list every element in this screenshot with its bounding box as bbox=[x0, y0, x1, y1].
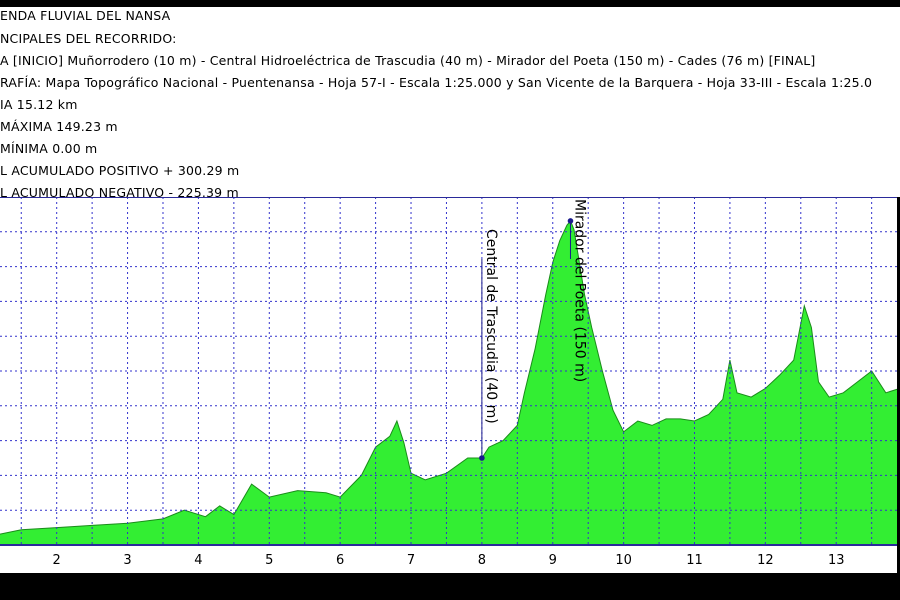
elevation-profile-chart: 2 3 4 5 6 7 8 9 10 11 12 13 Central de Trascudia (40… bbox=[0, 197, 900, 573]
waypoint-label: Central de Trascudia (40 m) bbox=[483, 229, 499, 424]
distance: IA 15.12 km bbox=[0, 97, 78, 112]
x-tick-label: 7 bbox=[407, 553, 415, 568]
x-tick-label: 11 bbox=[686, 553, 703, 568]
waypoint-marker bbox=[567, 218, 574, 224]
elevation-profile-svg: 2 3 4 5 6 7 8 9 10 11 12 13 Central de Trascudia (40… bbox=[0, 197, 900, 573]
route-info-header: ENDA FLUVIAL DEL NANSA NCIPALES DEL RECO… bbox=[0, 7, 900, 197]
x-tick-label: 10 bbox=[615, 553, 632, 568]
x-tick-label: 4 bbox=[194, 553, 202, 568]
route-points: A [INICIO] Muñorrodero (10 m) - Central … bbox=[0, 53, 816, 68]
cumulative-loss: L ACUMULADO NEGATIVO - 225.39 m bbox=[0, 185, 239, 197]
max-altitude: MÁXIMA 149.23 m bbox=[0, 119, 118, 134]
min-altitude: MÍNIMA 0.00 m bbox=[0, 141, 98, 156]
x-tick-label: 12 bbox=[757, 553, 774, 568]
waypoint-marker bbox=[479, 455, 485, 461]
route-title: ENDA FLUVIAL DEL NANSA bbox=[0, 8, 171, 23]
elevation-area bbox=[0, 220, 900, 545]
x-tick-label: 2 bbox=[53, 553, 61, 568]
x-tick-label: 3 bbox=[123, 553, 131, 568]
cartography: RAFÍA: Mapa Topográfico Nacional - Puent… bbox=[0, 75, 873, 90]
x-tick-label: 8 bbox=[478, 553, 486, 568]
x-tick-label: 6 bbox=[336, 553, 344, 568]
frame-right-edge bbox=[897, 197, 900, 573]
cumulative-gain: L ACUMULADO POSITIVO + 300.29 m bbox=[0, 163, 240, 178]
x-tick-label: 5 bbox=[265, 553, 273, 568]
x-tick-label: 9 bbox=[549, 553, 557, 568]
waypoint-label: Mirador del Poeta (150 m) bbox=[571, 199, 587, 382]
main-points-heading: NCIPALES DEL RECORRIDO: bbox=[0, 31, 177, 46]
x-tick-label: 13 bbox=[828, 553, 845, 568]
